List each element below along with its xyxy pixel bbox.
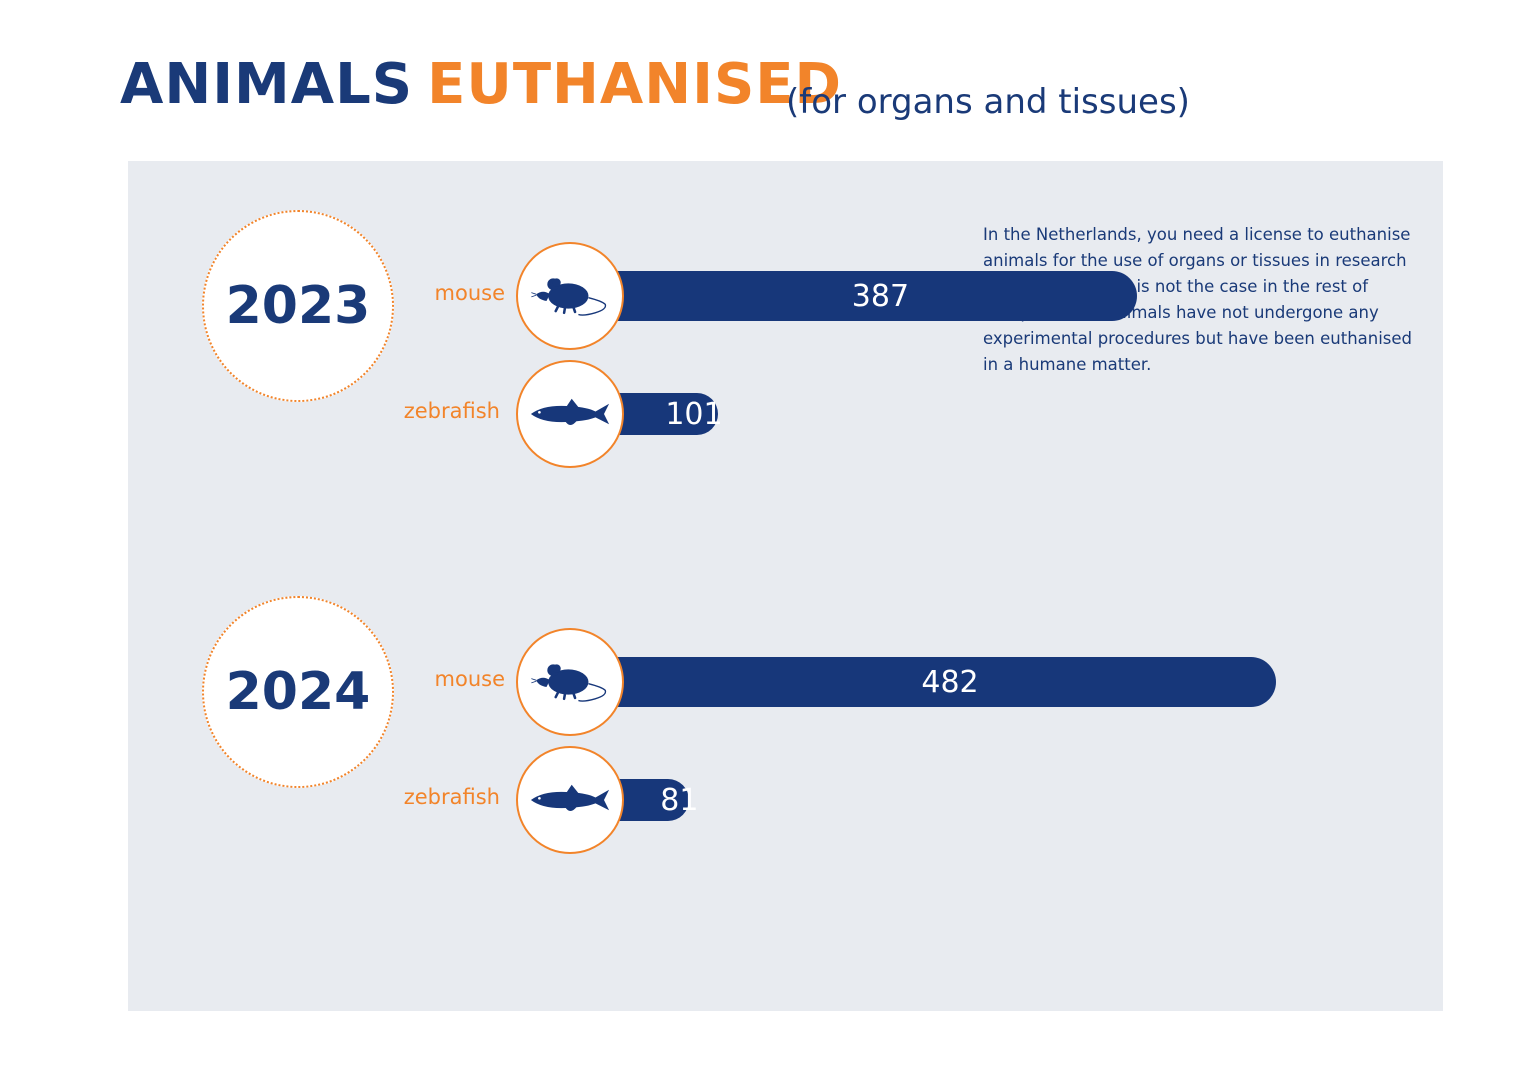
title-animals: ANIMALS	[120, 52, 414, 117]
page-title: ANIMALS EUTHANISED	[120, 52, 842, 132]
zebrafish-icon-circle	[516, 746, 624, 854]
bar-2023-mouse: 387	[570, 271, 1137, 321]
label-2023-mouse: mouse	[434, 281, 505, 305]
mouse-icon-circle	[516, 628, 624, 736]
bar-2024-mouse: 482	[570, 657, 1276, 707]
mouse-icon	[528, 270, 612, 322]
bar-value-label: 482	[921, 664, 979, 700]
year-circle-2023: 2023	[202, 210, 394, 402]
zebrafish-icon-circle	[516, 360, 624, 468]
year-circle-2024: 2024	[202, 596, 394, 788]
zebrafish-icon	[527, 783, 613, 817]
label-2024-zebrafish: zebrafish	[403, 785, 500, 809]
bar-value-label: 101	[665, 396, 723, 432]
bar-value-label: 387	[851, 278, 910, 314]
label-2024-mouse: mouse	[434, 667, 505, 691]
title-euthanised: EUTHANISED	[427, 52, 843, 117]
label-2023-zebrafish: zebrafish	[403, 399, 500, 423]
zebrafish-icon	[527, 397, 613, 431]
bar-value-label: 81	[660, 782, 699, 818]
mouse-icon	[528, 656, 612, 708]
page-subtitle: (for organs and tissues)	[786, 82, 1190, 122]
mouse-icon-circle	[516, 242, 624, 350]
